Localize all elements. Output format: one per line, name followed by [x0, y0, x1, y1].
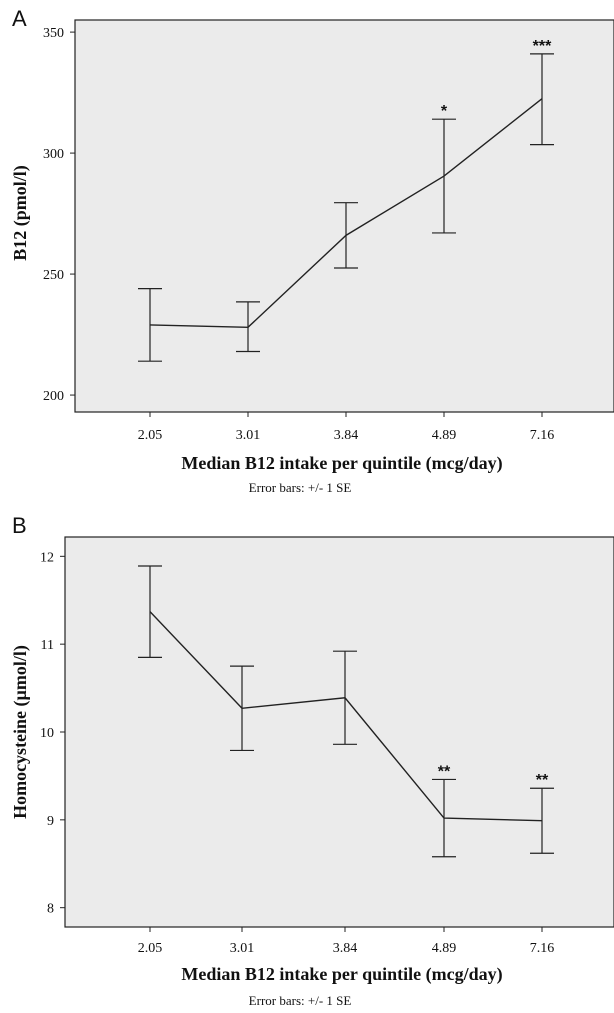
- panel-a-x-axis-title: Median B12 intake per quintile (mcg/day): [181, 453, 502, 474]
- x-tick-label: 4.89: [432, 941, 457, 956]
- panel-b-marks: ** **: [138, 565, 554, 858]
- x-tick-label: 2.05: [138, 941, 163, 956]
- y-tick-label: 10: [40, 726, 54, 741]
- y-tick-label: 300: [43, 147, 64, 162]
- panel-a-plot-area: [74, 19, 614, 413]
- panel-b-error-note: Error bars: +/- 1 SE: [249, 993, 352, 1008]
- significance-marker: **: [536, 772, 549, 789]
- y-tick-label: 9: [47, 814, 54, 829]
- panel-b-y-axis-title: Homocysteine (µmol/l): [10, 645, 31, 819]
- x-tick-label: 3.01: [230, 941, 255, 956]
- panel-b-label: B: [12, 513, 27, 538]
- significance-marker: ***: [533, 38, 552, 55]
- panel-a-label: A: [12, 6, 27, 31]
- panel-b-ticks: 8 9 10 11 12 2.05 3.01 3.84 4.89 7.16: [40, 550, 554, 956]
- x-tick-label: 7.16: [530, 941, 555, 956]
- panel-b-x-axis-title: Median B12 intake per quintile (mcg/day): [181, 964, 502, 985]
- x-tick-label: 4.89: [432, 428, 457, 443]
- x-tick-label: 7.16: [530, 428, 555, 443]
- y-tick-label: 8: [47, 902, 54, 917]
- panel-a-error-note: Error bars: +/- 1 SE: [249, 480, 352, 495]
- x-tick-label: 3.84: [334, 428, 359, 443]
- series-line: [149, 98, 543, 329]
- y-tick-label: 11: [41, 638, 54, 653]
- x-tick-label: 3.84: [333, 941, 358, 956]
- y-tick-label: 250: [43, 268, 64, 283]
- panel-a-y-axis-title: B12 (pmol/l): [10, 165, 31, 261]
- panel-b-plot-area: [64, 536, 614, 928]
- series-line: [149, 611, 543, 822]
- panel-a-ticks: 200 250 300 350 2.05 3.01 3.84 4.89 7.16: [43, 26, 554, 443]
- x-tick-label: 3.01: [236, 428, 261, 443]
- panel-a-marks: ****: [138, 38, 554, 362]
- y-tick-label: 200: [43, 389, 64, 404]
- y-tick-label: 12: [40, 550, 54, 565]
- panel-b: B 8 9 10 11 12 2.05 3.01 3.84 4.89 7.16 ** ** Medi…: [10, 513, 614, 1008]
- significance-marker: **: [438, 763, 451, 780]
- significance-marker: *: [441, 103, 448, 120]
- x-tick-label: 2.05: [138, 428, 163, 443]
- y-tick-label: 350: [43, 26, 64, 41]
